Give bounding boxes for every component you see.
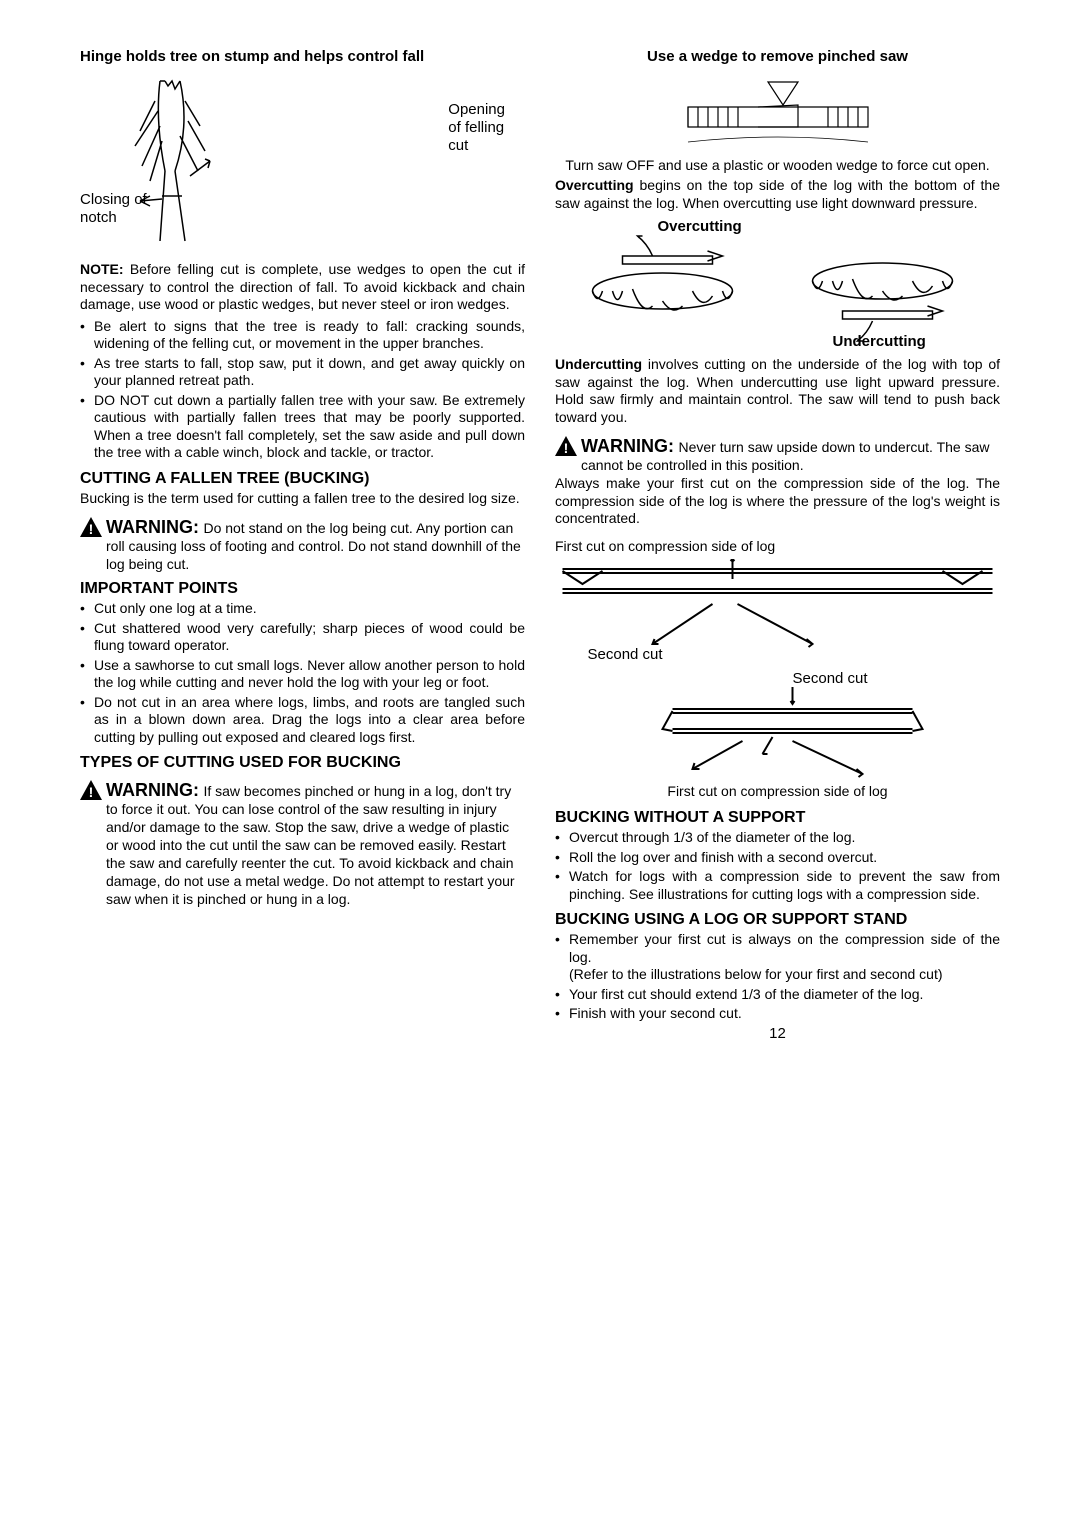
list-item: Your first cut should extend 1/3 of the … bbox=[569, 986, 1000, 1004]
warning-icon: ! bbox=[80, 780, 102, 800]
warning3-after: Always make your first cut on the compre… bbox=[555, 475, 1000, 528]
over-under-svg: Overcutting Undercutting bbox=[555, 216, 1000, 356]
important-bullets: Cut only one log at a time. Cut shattere… bbox=[80, 600, 525, 748]
svg-text:Second cut: Second cut bbox=[588, 646, 664, 663]
warning-word: WARNING: bbox=[106, 517, 199, 537]
list-item: Watch for logs with a compression side t… bbox=[569, 868, 1000, 903]
compression-svg-1: Second cut bbox=[555, 559, 1000, 669]
list-item: As tree starts to fall, stop saw, put it… bbox=[94, 355, 525, 390]
cutting-fallen-title: CUTTING A FALLEN TREE (BUCKING) bbox=[80, 470, 525, 488]
over-under-diagram: Overcutting Undercutting bbox=[555, 216, 1000, 356]
note-block: NOTE: Before felling cut is complete, us… bbox=[80, 261, 525, 314]
hinge-diagram: Closing of notch Opening of felling cut bbox=[80, 71, 525, 261]
overcutting-block: Overcutting begins on the top side of th… bbox=[555, 177, 1000, 212]
list-item: DO NOT cut down a partially fallen tree … bbox=[94, 392, 525, 462]
undercutting-block: Undercutting involves cutting on the und… bbox=[555, 356, 1000, 426]
hinge-title: Hinge holds tree on stump and helps cont… bbox=[80, 48, 525, 65]
page-number-wrap: 12 bbox=[555, 1025, 1000, 1043]
types-title: TYPES OF CUTTING USED FOR BUCKING bbox=[80, 754, 525, 772]
warning-block-3: ! WARNING: Never turn saw upside down to… bbox=[555, 436, 1000, 475]
svg-text:!: ! bbox=[564, 440, 569, 456]
left-column: Hinge holds tree on stump and helps cont… bbox=[80, 48, 525, 1478]
first-cut-label-1: First cut on compression side of log bbox=[555, 538, 1000, 556]
wedge-diagram bbox=[555, 77, 1000, 147]
compression-diagram-1: Second cut bbox=[555, 559, 1000, 669]
list-item: Roll the log over and finish with a seco… bbox=[569, 849, 1000, 867]
svg-text:!: ! bbox=[89, 784, 94, 800]
compression-svg-2: Second cut bbox=[555, 669, 1000, 789]
bucking-stand-bullets: Remember your first cut is always on the… bbox=[555, 931, 1000, 1025]
list-item: Be alert to signs that the tree is ready… bbox=[94, 318, 525, 353]
wedge-svg bbox=[678, 77, 878, 147]
warning-icon: ! bbox=[555, 436, 577, 456]
important-title: IMPORTANT POINTS bbox=[80, 580, 525, 598]
svg-text:!: ! bbox=[89, 521, 94, 537]
warning-word: WARNING: bbox=[581, 436, 674, 456]
list-item: Overcut through 1/3 of the diameter of t… bbox=[569, 829, 1000, 847]
bucking-no-support-bullets: Overcut through 1/3 of the diameter of t… bbox=[555, 829, 1000, 905]
page-number: 12 bbox=[769, 1025, 786, 1042]
bucking-no-support-title: BUCKING WITHOUT A SUPPORT bbox=[555, 809, 1000, 827]
list-item: Use a sawhorse to cut small logs. Never … bbox=[94, 657, 525, 692]
list-item: Cut shattered wood very carefully; sharp… bbox=[94, 620, 525, 655]
overcutting-word: Overcutting bbox=[555, 177, 634, 193]
warning-block-1: ! WARNING: Do not stand on the log being… bbox=[80, 517, 525, 574]
list-item: Finish with your second cut. bbox=[569, 1005, 1000, 1023]
svg-text:Undercutting: Undercutting bbox=[833, 333, 926, 350]
compression-diagram-2: Second cut bbox=[555, 669, 1000, 779]
warning-block-2: ! WARNING: If saw becomes pinched or hun… bbox=[80, 780, 525, 909]
note-text: Before felling cut is complete, use wedg… bbox=[80, 261, 525, 312]
warning-text: If saw becomes pinched or hung in a log,… bbox=[106, 783, 515, 907]
cutting-fallen-text: Bucking is the term used for cutting a f… bbox=[80, 490, 525, 508]
undercutting-word: Undercutting bbox=[555, 356, 642, 372]
list-item: Remember your first cut is always on the… bbox=[569, 931, 1000, 984]
wedge-caption: Turn saw OFF and use a plastic or wooden… bbox=[555, 157, 1000, 173]
svg-text:Second cut: Second cut bbox=[793, 670, 869, 687]
opening-label: Opening of felling cut bbox=[448, 101, 505, 155]
note-prefix: NOTE: bbox=[80, 261, 124, 277]
closing-label: Closing of notch bbox=[80, 191, 147, 227]
wedge-title: Use a wedge to remove pinched saw bbox=[555, 48, 1000, 65]
list-item: Cut only one log at a time. bbox=[94, 600, 525, 618]
right-column: Use a wedge to remove pinched saw Turn s… bbox=[555, 48, 1000, 1478]
bucking-stand-title: BUCKING USING A LOG OR SUPPORT STAND bbox=[555, 911, 1000, 929]
list-item: Do not cut in an area where logs, limbs,… bbox=[94, 694, 525, 747]
warning-word: WARNING: bbox=[106, 780, 199, 800]
svg-text:Overcutting: Overcutting bbox=[658, 218, 742, 235]
warning-icon: ! bbox=[80, 517, 102, 537]
note-bullets: Be alert to signs that the tree is ready… bbox=[80, 318, 525, 464]
